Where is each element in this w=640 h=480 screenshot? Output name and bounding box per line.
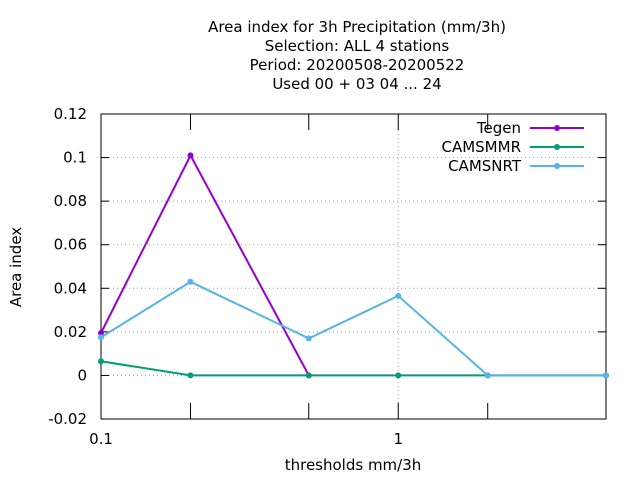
series-line xyxy=(100,153,310,376)
x-tick-label: 1 xyxy=(393,430,403,448)
grid xyxy=(101,114,606,419)
y-tick-label: 0.02 xyxy=(54,323,87,341)
legend-item: CAMSMMR xyxy=(441,138,584,156)
series-line xyxy=(100,360,606,377)
axis-ticks: -0.02 0 0.02 0.04 0.06 0.08 0.1 0.12 0.1 1 xyxy=(48,105,607,448)
series-camsnrt xyxy=(98,278,609,379)
series-line xyxy=(100,280,606,377)
series-tegen xyxy=(98,152,312,379)
data-point xyxy=(484,372,491,379)
legend-marker xyxy=(554,144,560,150)
chart-title: Area index for 3h Precipitation (mm/3h) … xyxy=(208,18,506,93)
y-tick-label: 0.08 xyxy=(54,192,87,210)
y-axis-label: Area index xyxy=(7,227,25,307)
y-tick-label: 0.04 xyxy=(54,279,87,297)
legend-marker xyxy=(554,163,560,169)
data-point xyxy=(305,335,312,342)
x-axis-label: thresholds mm/3h xyxy=(285,456,422,474)
title-line-1: Area index for 3h Precipitation (mm/3h) xyxy=(208,18,506,36)
title-line-3: Period: 20200508-20200522 xyxy=(250,56,465,74)
data-point xyxy=(305,372,312,379)
y-tick-label: 0 xyxy=(77,366,87,384)
y-tick-label: 0.12 xyxy=(54,105,87,123)
legend-label: CAMSMMR xyxy=(441,138,521,156)
legend-label: CAMSNRT xyxy=(448,157,522,175)
data-point xyxy=(187,372,194,379)
data-point xyxy=(98,329,104,336)
data-point xyxy=(187,278,194,285)
y-tick-label: 0.1 xyxy=(63,149,87,167)
series xyxy=(98,152,609,379)
plot-frame xyxy=(100,113,607,420)
data-point xyxy=(187,152,194,159)
legend-item: Tegen xyxy=(476,119,584,137)
data-point xyxy=(395,292,402,299)
title-line-2: Selection: ALL 4 stations xyxy=(265,37,450,55)
data-point xyxy=(603,372,609,379)
data-point xyxy=(395,372,402,379)
legend-marker xyxy=(554,125,560,131)
data-point xyxy=(98,334,104,341)
legend-label: Tegen xyxy=(476,119,521,137)
x-tick-label: 0.1 xyxy=(89,430,113,448)
y-tick-label: -0.02 xyxy=(48,410,87,428)
title-line-4: Used 00 + 03 04 ... 24 xyxy=(272,75,441,93)
y-tick-label: 0.06 xyxy=(54,236,87,254)
data-point xyxy=(98,358,104,365)
legend-item: CAMSNRT xyxy=(448,157,584,175)
